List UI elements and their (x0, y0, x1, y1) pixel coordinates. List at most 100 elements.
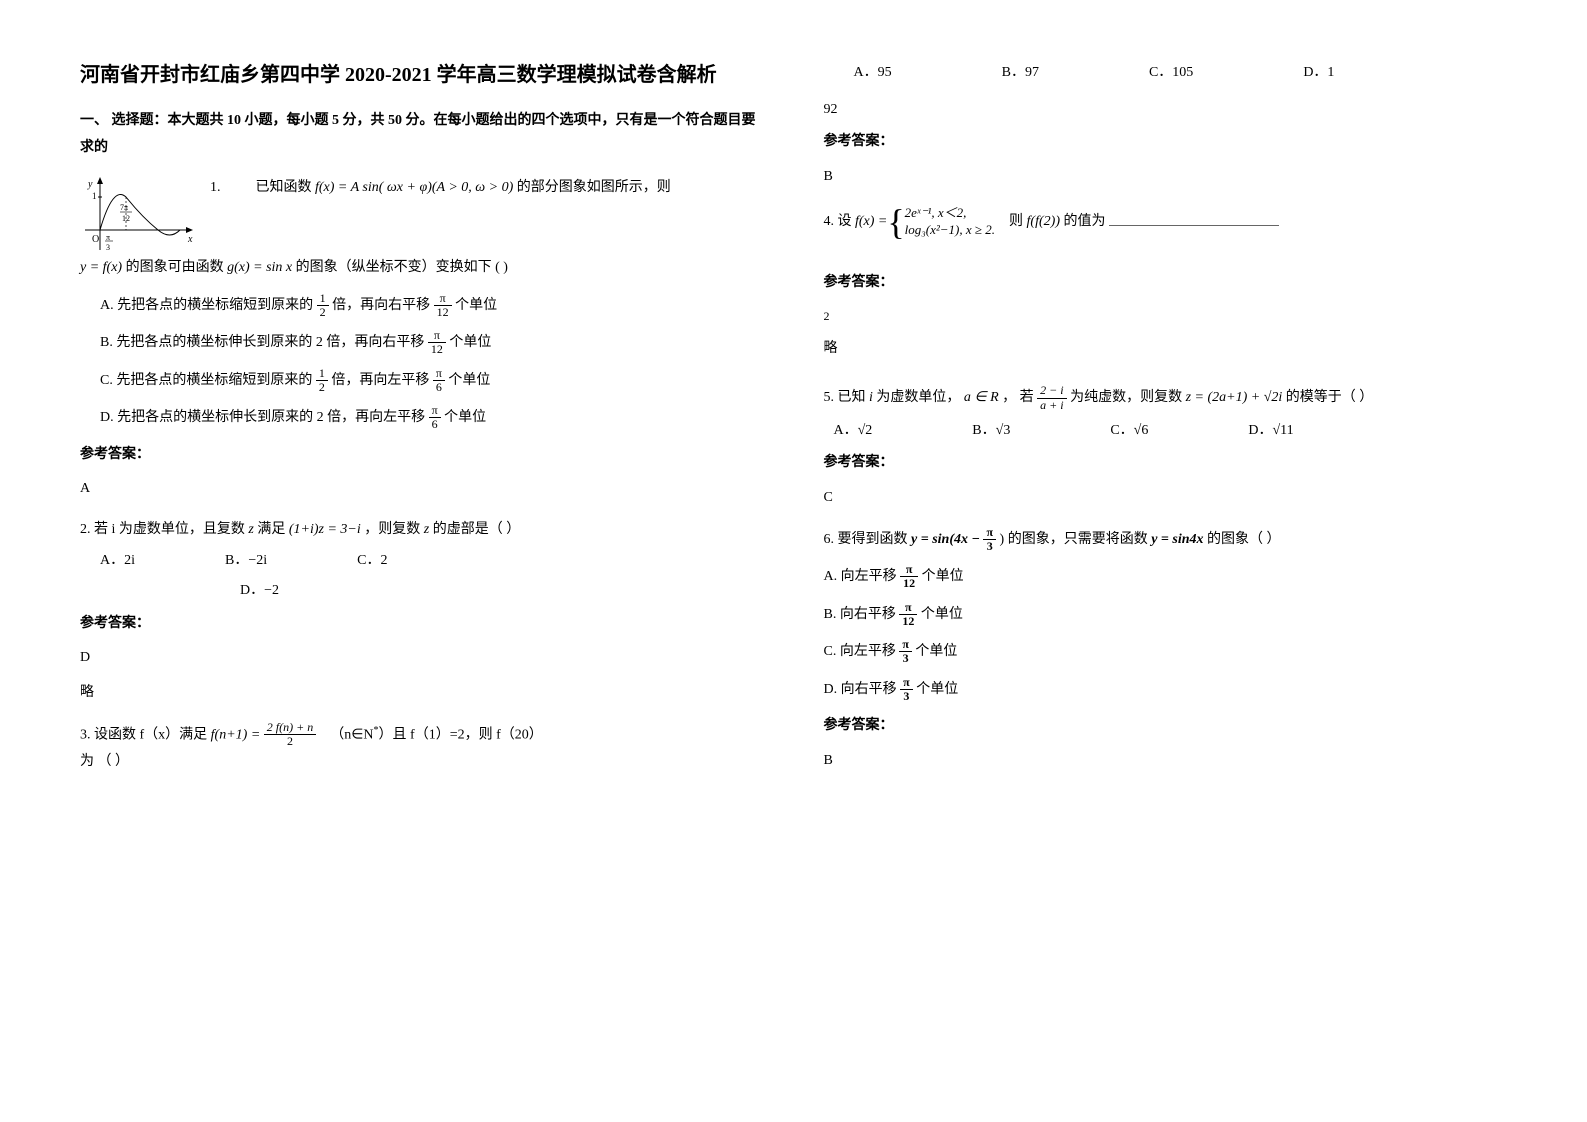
q2-z2: z (424, 522, 429, 537)
q1-num: 1. (210, 180, 221, 195)
q6-answer: B (824, 748, 1508, 775)
frac-den: 3 (899, 652, 912, 665)
q1-optC-t1: C. 先把各点的横坐标缩短到原来的 (100, 373, 312, 388)
q3-optB: B．97 (1002, 60, 1039, 87)
question-3: 3. 设函数 f（x）满足 f(n+1) = 2 f(n) + n2 （n∈N*… (80, 721, 764, 776)
q1-yfx: y = f(x) (80, 260, 122, 275)
q1-optD-t2: 个单位 (444, 410, 486, 425)
q1-text2: 的部分图象如图所示，则 (517, 180, 671, 195)
q2-t4: 的虚部是（ ） (433, 522, 521, 537)
frac-den: 3 (900, 690, 913, 703)
q2-note: 略 (80, 680, 764, 707)
q1-optA-t3: 个单位 (455, 298, 497, 313)
svg-text:12: 12 (122, 214, 130, 223)
q6-optA-u: 个单位 (922, 569, 964, 584)
frac-den: 2 (316, 381, 328, 394)
answer-label: 参考答案： (80, 611, 764, 638)
frac-num: π (900, 676, 913, 690)
svg-text:π: π (106, 233, 110, 242)
q5-optA: A．√2 (834, 418, 873, 445)
q3-lhs: f(n+1) = (211, 727, 261, 742)
q2-eq: (1+i)z = 3−i (289, 522, 361, 537)
q5-t3: ， 若 (1002, 390, 1034, 405)
q2-optD: D．−2 (240, 583, 279, 598)
q2-num: 2. (80, 522, 91, 537)
q2-t1: 若 i 为虚数单位，且复数 (94, 522, 245, 537)
q2-optB: B．−2i (225, 548, 267, 575)
q1-answer: A (80, 476, 764, 503)
q6-optB: B. 向右平移 π12 个单位 (824, 601, 1508, 629)
frac-den: 12 (434, 306, 452, 319)
frac-num: π (900, 563, 918, 577)
q5-t4: 为纯虚数，则复数 (1070, 390, 1182, 405)
section-header: 一、 选择题：本大题共 10 小题，每小题 5 分，共 50 分。在每小题给出的… (80, 108, 764, 161)
q4-fx: f(x) = (855, 209, 887, 236)
frac-den: 12 (899, 615, 917, 628)
q4-b2: log₃(x²−1), x ≥ 2. (905, 222, 995, 239)
q1-func: f(x) = A sin( ωx + φ)(A > 0, ω > 0) (315, 180, 513, 195)
page-title: 河南省开封市红庙乡第四中学 2020-2021 学年高三数学理模拟试卷含解析 (80, 60, 764, 90)
q5-optB: B．√3 (972, 418, 1010, 445)
q6-t3: 的图象（ ） (1207, 532, 1281, 547)
frac-num: π (429, 404, 441, 418)
q3-options: A．95 B．97 C．105 D．1 (854, 60, 1508, 87)
q5-t5: 的模等于（ ） (1286, 390, 1374, 405)
q1-optC-t3: 个单位 (448, 373, 490, 388)
q1-text: 已知函数 (256, 180, 312, 195)
frac-num: 1 (317, 292, 329, 306)
q5-num: 5. (824, 390, 835, 405)
question-1: y x 1 O 7π 12 π 3 1. 已知函数 f(x) = A sin( … (80, 175, 764, 503)
q6-optA-t: A. 向左平移 (824, 569, 897, 584)
answer-label: 参考答案： (824, 450, 1508, 477)
svg-text:1: 1 (92, 191, 97, 201)
q6-optD-t: D. 向右平移 (824, 682, 897, 697)
q4-postc: 的值为 (1063, 215, 1105, 230)
q3-extra: 92 (824, 97, 1508, 124)
q3-t1: 设函数 f（x）满足 (94, 727, 207, 742)
q1-opt-d: D. 先把各点的横坐标伸长到原来的 2 倍，再向左平移 π6 个单位 (100, 404, 764, 432)
q5-z: z = (2a+1) + √2i (1186, 390, 1283, 405)
q6-optD: D. 向右平移 π3 个单位 (824, 676, 1508, 704)
q1-optA-t1: A. 先把各点的横坐标缩短到原来的 (100, 298, 313, 313)
q6-optC-t: C. 向左平移 (824, 644, 896, 659)
q6-optA: A. 向左平移 π12 个单位 (824, 563, 1508, 591)
frac-den: 3 (983, 540, 996, 553)
frac-den: 2 (264, 735, 316, 748)
q3-num: 3. (80, 727, 91, 742)
q3-t3: ）且 f（1）=2，则 f（20） (379, 727, 543, 742)
q5-t1: 已知 (838, 390, 866, 405)
q3-answer: B (824, 164, 1508, 191)
q1-opt-a: A. 先把各点的横坐标缩短到原来的 12 倍，再向右平移 π12 个单位 (100, 292, 764, 320)
fill-blank (1109, 212, 1279, 226)
q6-f1: y = sin(4x − (911, 532, 980, 547)
q1-gx: g(x) = sin x (227, 260, 292, 275)
q2-optA: A．2i (100, 548, 135, 575)
question-6: 6. 要得到函数 y = sin(4x − π3 ) 的图象，只需要将函数 y … (824, 526, 1508, 775)
brace-icon: { (887, 204, 904, 240)
q5-optC: C．√6 (1110, 418, 1148, 445)
question-5: 5. 已知 i 为虚数单位， a ∈ R ， 若 2 − ia + i 为纯虚数… (824, 384, 1508, 511)
frac-num: π (428, 329, 446, 343)
answer-label: 参考答案： (824, 129, 1508, 156)
q6-optD-u: 个单位 (916, 682, 958, 697)
answer-label: 参考答案： (824, 713, 1508, 740)
q1-l2b: 的图象可由函数 (126, 260, 224, 275)
frac-num: 2 − i (1037, 384, 1066, 398)
svg-text:x: x (187, 234, 193, 245)
q3-t4: 为 （ ） (80, 749, 764, 776)
q1-optD-t1: D. 先把各点的横坐标伸长到原来的 2 倍，再向左平移 (100, 410, 425, 425)
q1-graph: y x 1 O 7π 12 π 3 (80, 175, 200, 255)
q1-l2d: 的图象（纵坐标不变）变换如下 ( ) (296, 260, 508, 275)
q2-answer: D (80, 645, 764, 672)
frac-num: π (434, 292, 452, 306)
frac-num: π (899, 638, 912, 652)
question-4: 4. 设 f(x) = { 2eˣ⁻¹, x＜2, log₃(x²−1), x … (824, 204, 1508, 362)
q1-optA-t2: 倍，再向右平移 (332, 298, 430, 313)
q1-opt-b: B. 先把各点的横坐标伸长到原来的 2 倍，再向右平移 π12 个单位 (100, 329, 764, 357)
frac-den: 6 (429, 418, 441, 431)
frac-den: a + i (1037, 399, 1066, 412)
q2-optC: C．2 (357, 548, 387, 575)
q6-optC-u: 个单位 (915, 644, 957, 659)
q6-t2: 的图象，只需要将函数 (1008, 532, 1148, 547)
frac-num: π (433, 367, 445, 381)
